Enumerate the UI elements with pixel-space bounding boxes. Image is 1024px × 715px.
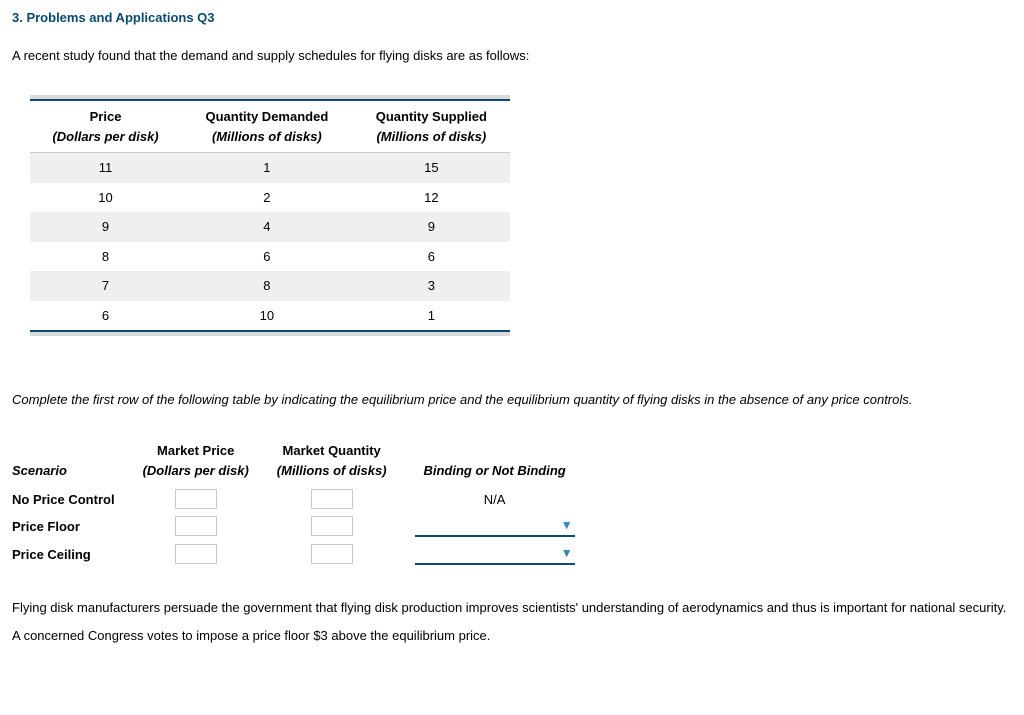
closing-paragraph: Flying disk manufacturers persuade the g… (12, 594, 1012, 649)
cell-qs: 12 (353, 183, 510, 213)
cell-price: 11 (30, 153, 181, 183)
scenario-price-floor: Price Floor (12, 512, 129, 540)
col-qd-sub: (Millions of disks) (181, 127, 353, 153)
cell-price: 7 (30, 271, 181, 301)
col-market-price-sub: (Dollars per disk) (129, 461, 263, 487)
cell-qd: 10 (181, 301, 353, 332)
cell-qd: 4 (181, 212, 353, 242)
cell-qs: 3 (353, 271, 510, 301)
cell-price: 10 (30, 183, 181, 213)
no-control-price-input[interactable] (175, 489, 217, 509)
ceiling-price-input[interactable] (175, 544, 217, 564)
col-market-price: Market Price (129, 437, 263, 461)
question-heading: 3. Problems and Applications Q3 (12, 8, 1012, 28)
col-binding: Binding or Not Binding (401, 461, 589, 487)
cell-qd: 2 (181, 183, 353, 213)
cell-qd: 6 (181, 242, 353, 272)
cell-qd: 1 (181, 153, 353, 183)
ceiling-qty-input[interactable] (311, 544, 353, 564)
instruction-text: Complete the first row of the following … (12, 386, 1012, 413)
col-scenario: Scenario (12, 461, 129, 487)
chevron-down-icon: ▼ (561, 516, 575, 534)
scenario-no-control: No Price Control (12, 486, 129, 512)
floor-binding-dropdown[interactable]: ▼ (415, 515, 575, 537)
no-control-qty-input[interactable] (311, 489, 353, 509)
col-qs-sub: (Millions of disks) (353, 127, 510, 153)
cell-price: 6 (30, 301, 181, 332)
cell-price: 8 (30, 242, 181, 272)
floor-price-input[interactable] (175, 516, 217, 536)
col-qs: Quantity Supplied (353, 100, 510, 127)
supply-demand-table: Price Quantity Demanded Quantity Supplie… (30, 95, 510, 336)
ceiling-binding-dropdown[interactable]: ▼ (415, 543, 575, 565)
floor-qty-input[interactable] (311, 516, 353, 536)
cell-qs: 6 (353, 242, 510, 272)
no-control-binding: N/A (401, 486, 589, 512)
chevron-down-icon: ▼ (561, 544, 575, 562)
cell-qs: 1 (353, 301, 510, 332)
intro-text: A recent study found that the demand and… (12, 46, 1012, 66)
cell-qs: 15 (353, 153, 510, 183)
col-price-sub: (Dollars per disk) (30, 127, 181, 153)
scenario-price-ceiling: Price Ceiling (12, 540, 129, 568)
col-price: Price (30, 100, 181, 127)
col-qd: Quantity Demanded (181, 100, 353, 127)
cell-qs: 9 (353, 212, 510, 242)
cell-price: 9 (30, 212, 181, 242)
answer-table: Market Price Market Quantity Scenario (D… (12, 437, 589, 568)
cell-qd: 8 (181, 271, 353, 301)
col-market-qty: Market Quantity (263, 437, 401, 461)
col-market-qty-sub: (Millions of disks) (263, 461, 401, 487)
